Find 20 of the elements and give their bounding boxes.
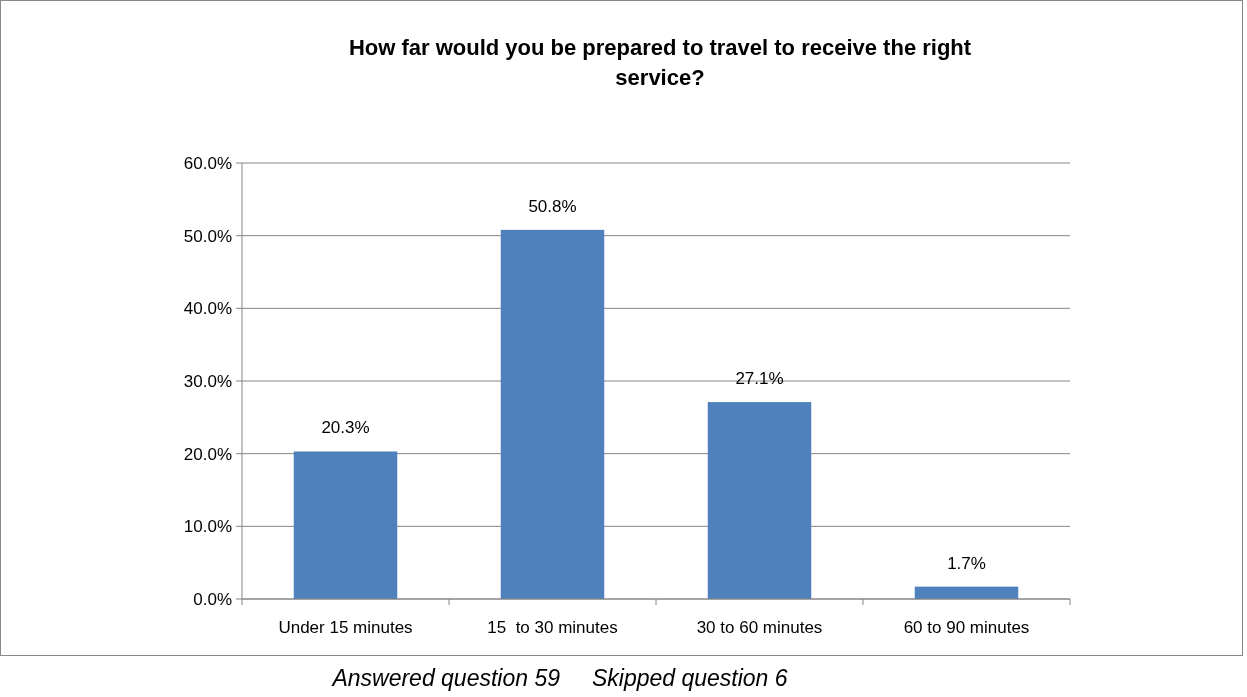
y-tick-label: 10.0%: [183, 517, 232, 537]
data-label: 1.7%: [947, 553, 986, 573]
data-label: 50.8%: [528, 196, 577, 216]
x-tick-label: 30 to 60 minutes: [696, 618, 823, 637]
bar: [293, 451, 398, 599]
x-tick-label: 15 to 30 minutes: [487, 618, 618, 637]
y-tick-label: 60.0%: [183, 153, 232, 173]
bar: [500, 229, 605, 599]
chart-title: How far would you be prepared to travel to receive the right service?: [348, 35, 972, 90]
data-label: 27.1%: [735, 369, 784, 389]
y-tick-label: 20.0%: [183, 444, 232, 464]
text: Answered question 59 Skipped question 6: [330, 665, 788, 691]
y-tick-label: 40.0%: [183, 299, 232, 319]
data-label: 20.3%: [321, 418, 370, 438]
x-tick-label: Under 15 minutes: [278, 618, 413, 637]
y-tick-label: 0.0%: [193, 589, 232, 609]
x-tick-label: 60 to 90 minutes: [903, 618, 1030, 637]
y-tick-label: 30.0%: [183, 371, 232, 391]
bar: [707, 402, 812, 599]
y-tick-label: 50.0%: [183, 226, 232, 246]
